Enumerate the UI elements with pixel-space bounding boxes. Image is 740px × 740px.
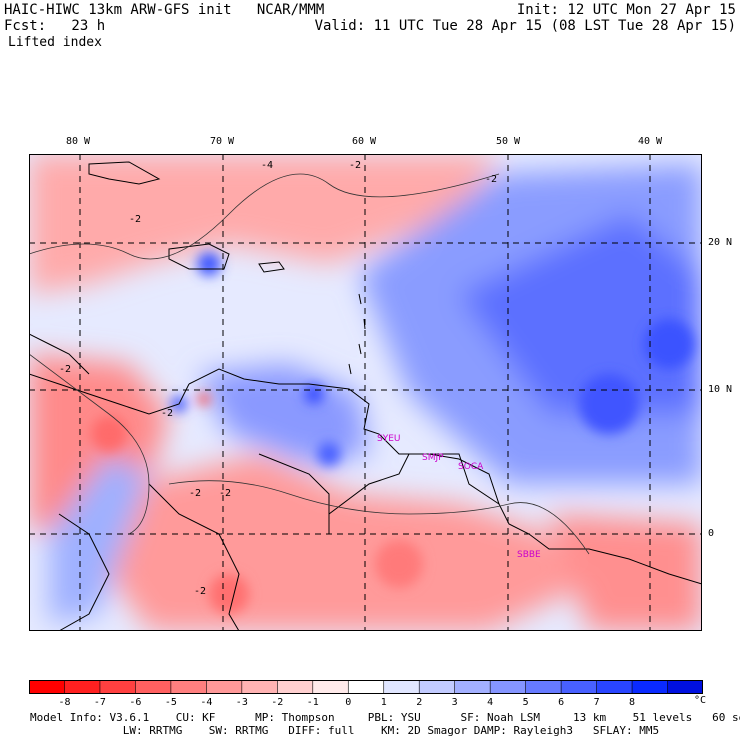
colombia-brazil-border — [148, 483, 240, 631]
colorbar-label: 3 — [451, 697, 458, 708]
colorbar-cell — [277, 680, 314, 694]
cuba — [88, 161, 161, 185]
venezuela-brazil-border — [258, 453, 330, 534]
colorbar-label: 7 — [593, 697, 600, 708]
colorbar-label: 5 — [522, 697, 529, 708]
contour-label: -2 — [161, 408, 173, 419]
lifted-index-map: -4 -2 -2 -2 -2 -2 -2 -2 -2 SYEU SMJP SOC… — [29, 154, 702, 631]
coastlines — [29, 161, 702, 631]
valid-time: Valid: 11 UTC Tue 28 Apr 15 (08 LST Tue … — [314, 18, 736, 34]
model-info-line2: LW: RRTMG SW: RRTMG DIFF: full KM: 2D Sm… — [30, 724, 660, 737]
ecuador-peru-border — [58, 513, 110, 631]
field-detail — [91, 252, 694, 614]
colorbar-cell — [631, 680, 669, 694]
colorbar-label: -3 — [235, 697, 248, 708]
contour-label: -2 — [194, 586, 206, 597]
colorbar-cell — [64, 680, 101, 694]
central-america — [29, 333, 90, 375]
colorbar-cells — [29, 680, 703, 694]
colorbar — [29, 680, 703, 694]
contour-label: -2 — [349, 160, 361, 171]
colorbar-cell — [596, 680, 633, 694]
colorbar-cell — [383, 680, 421, 694]
colorbar-label: 6 — [558, 697, 565, 708]
contour-label: -2 — [59, 364, 71, 375]
colorbar-label: 8 — [629, 697, 636, 708]
contour-label: -2 — [189, 488, 201, 499]
panama-coast — [29, 373, 190, 415]
colorbar-cell — [170, 680, 208, 694]
contours — [29, 173, 590, 555]
lon-tick-70w: 70 W — [210, 136, 235, 147]
colorbar-label: -7 — [93, 697, 106, 708]
colorbar-label: 1 — [380, 697, 387, 708]
colorbar-cell — [347, 680, 385, 694]
contour-label: -2 — [129, 214, 141, 225]
colorbar-label: -4 — [200, 697, 213, 708]
colorbar-label: -1 — [306, 697, 319, 708]
model-title: HAIC-HIWC 13km ARW-GFS init NCAR/MMM — [4, 2, 325, 18]
contour-label: -2 — [485, 174, 497, 185]
colorbar-label: 4 — [487, 697, 494, 708]
colorbar-label: -6 — [129, 697, 142, 708]
lat-lon-grid — [29, 154, 702, 631]
colorbar-cell — [312, 680, 350, 694]
colorbar-label: 0 — [345, 697, 352, 708]
colorbar-cell — [667, 680, 703, 694]
model-info-line1: Model Info: V3.6.1 CU: KF MP: Thompson P… — [30, 711, 740, 724]
colorbar-label: -2 — [271, 697, 284, 708]
station-label-sbbe: SBBE — [517, 550, 541, 560]
field-shading — [29, 154, 702, 631]
puerto-rico — [258, 261, 285, 273]
guianas-border — [328, 453, 500, 515]
colorbar-cell — [135, 680, 172, 694]
station-label-syeu: SYEU — [377, 434, 400, 444]
colorbar-cell — [560, 680, 598, 694]
colorbar-cell — [206, 680, 243, 694]
colorbar-cell — [489, 680, 527, 694]
lon-tick-80w: 80 W — [66, 136, 91, 147]
field-name: Lifted index — [8, 35, 102, 50]
colorbar-label: -8 — [58, 697, 71, 708]
colorbar-cell — [454, 680, 491, 694]
station-label-smjp: SMJP — [422, 453, 444, 463]
contour-north — [29, 173, 500, 260]
colorbar-cell — [418, 680, 456, 694]
colorbar-cell — [99, 680, 137, 694]
lon-tick-40w: 40 W — [638, 136, 663, 147]
forecast-hour: Fcst: 23 h — [4, 18, 106, 34]
hispaniola — [168, 243, 230, 270]
colorbar-cell — [29, 680, 66, 694]
lat-tick-10n: 10 N — [708, 384, 733, 395]
lat-tick-20n: 20 N — [708, 237, 733, 248]
lon-tick-60w: 60 W — [352, 136, 377, 147]
colorbar-label: 2 — [416, 697, 423, 708]
station-label-soca: SOCA — [458, 462, 484, 472]
contour-label: -4 — [261, 160, 273, 171]
colorbar-label: -5 — [164, 697, 177, 708]
map-frame — [29, 154, 702, 631]
init-time: Init: 12 UTC Mon 27 Apr 15 — [516, 2, 736, 18]
colorbar-unit: °C — [694, 695, 707, 706]
lat-tick-0: 0 — [708, 528, 715, 539]
contour-label: -2 — [219, 488, 231, 499]
colorbar-cell — [241, 680, 279, 694]
contour-south — [168, 480, 590, 555]
colorbar-cell — [525, 680, 562, 694]
lon-tick-50w: 50 W — [496, 136, 521, 147]
contour-west — [29, 353, 150, 535]
